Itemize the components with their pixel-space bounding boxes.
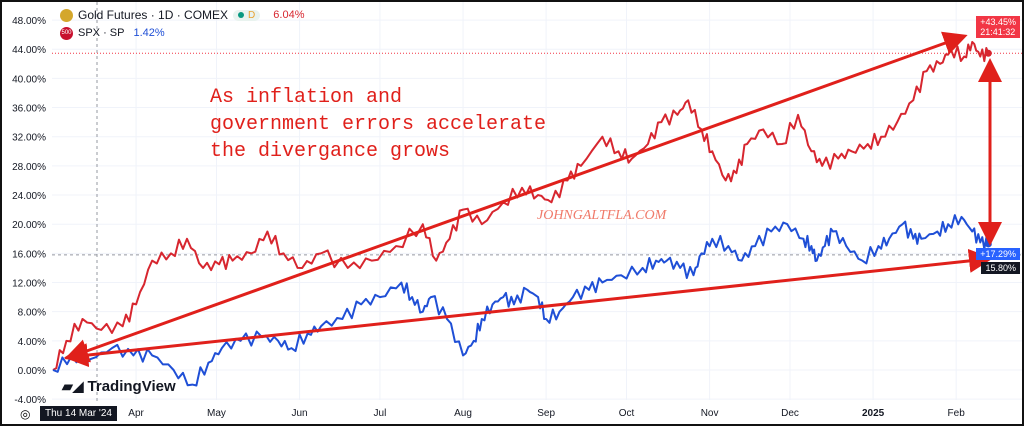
y-tick-label: 48.00% <box>12 16 46 27</box>
y-tick-label: 36.00% <box>12 104 46 115</box>
y-tick-label: 8.00% <box>18 308 46 319</box>
y-tick-label: 32.00% <box>12 133 46 144</box>
x-tick-label: Dec <box>781 408 799 419</box>
countdown-time: 21:41:32 <box>980 27 1016 37</box>
legend: Gold Futures · 1D · COMEX D 6.04% 500 SP… <box>60 6 304 42</box>
y-tick-label: 12.00% <box>12 279 46 290</box>
y-tick-label: 28.00% <box>12 162 46 173</box>
last-point-marker <box>984 240 992 248</box>
x-tick-label: Feb <box>948 408 966 419</box>
spx-label: SPX · SP <box>78 27 125 39</box>
x-tick-label: Nov <box>701 408 719 419</box>
gold-pct: +43.45% <box>980 17 1016 27</box>
gold-price-tag: +43.45% 21:41:32 <box>976 16 1020 38</box>
gold-icon <box>60 8 73 22</box>
brand-label: TradingView <box>87 378 176 395</box>
y-tick-label: 24.00% <box>12 191 46 202</box>
crosshair-price-tag: 15.80% <box>981 262 1020 274</box>
last-point-marker <box>984 49 992 57</box>
lower-trend-arrow <box>64 248 993 368</box>
x-tick-label: Aug <box>454 408 472 419</box>
status-dot-icon <box>238 11 245 18</box>
date-tooltip: Thu 14 Mar '24 <box>40 406 117 421</box>
series-line-spx <box>52 214 990 387</box>
tradingview-logo: ▰◢ TradingView <box>62 378 176 395</box>
y-tick-label: 20.00% <box>12 220 46 231</box>
legend-spx[interactable]: 500 SPX · SP 1.42% <box>60 24 304 42</box>
x-tick-label: 2025 <box>862 408 885 419</box>
badge-label: D <box>248 9 256 21</box>
x-tick-label: Jul <box>374 408 387 419</box>
gold-change: 6.04% <box>273 9 305 21</box>
legend-gold[interactable]: Gold Futures · 1D · COMEX D 6.04% <box>60 6 304 24</box>
x-tick-label: Jun <box>291 408 307 419</box>
spx-price-tag: +17.29% <box>976 248 1020 260</box>
y-tick-label: 4.00% <box>18 337 46 348</box>
x-tick-label: May <box>207 408 226 419</box>
y-tick-label: 0.00% <box>18 366 46 377</box>
x-tick-label: Oct <box>619 408 635 419</box>
y-tick-label: 44.00% <box>12 45 46 56</box>
annotation-text: As inflation and government errors accel… <box>210 86 547 163</box>
spx-change: 1.42% <box>133 27 165 39</box>
watermark: JOHNGALTFLA.COM <box>537 208 667 223</box>
spx-icon: 500 <box>60 26 73 40</box>
y-tick-label: -4.00% <box>14 395 46 406</box>
x-tick-label: Apr <box>128 408 144 419</box>
y-tick-label: 16.00% <box>12 249 46 260</box>
market-status-badge: D <box>233 9 261 21</box>
settings-icon[interactable]: ◎ <box>20 407 31 421</box>
y-tick-label: 40.00% <box>12 74 46 85</box>
tv-logo-icon: ▰◢ <box>62 378 84 394</box>
gold-label: Gold Futures · 1D · COMEX <box>78 8 229 22</box>
x-tick-label: Sep <box>537 408 555 419</box>
